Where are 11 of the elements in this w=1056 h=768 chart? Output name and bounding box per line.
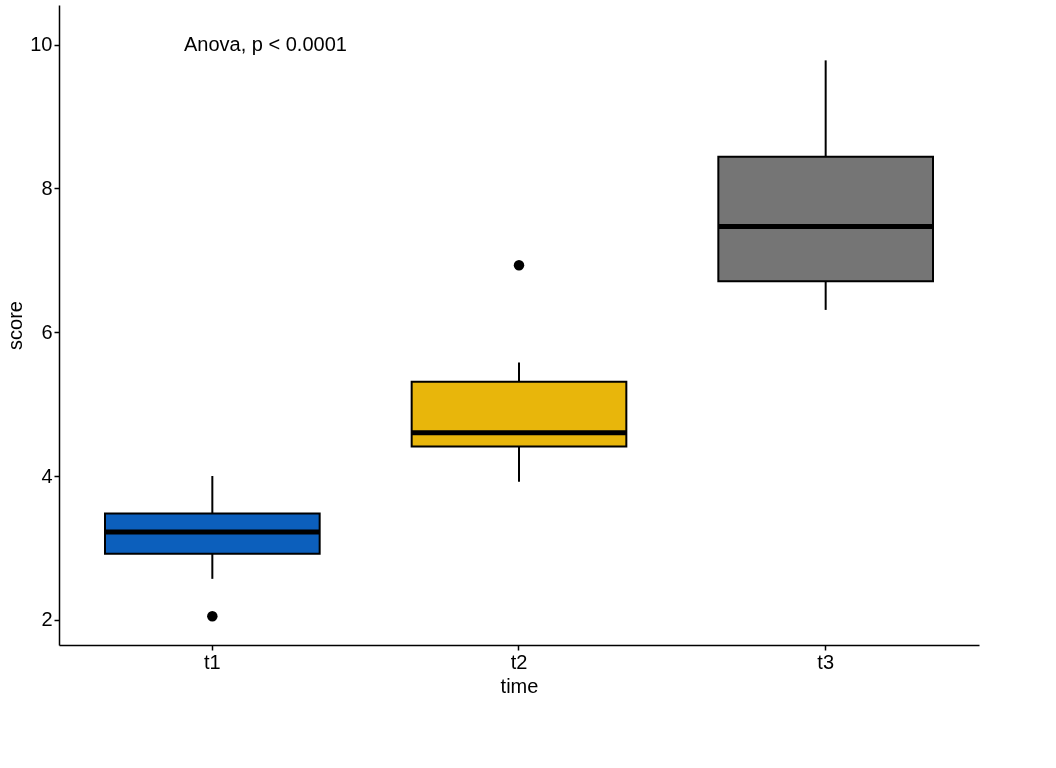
y-tick-label: 2 (41, 608, 53, 631)
x-tick-label: t1 (203, 650, 221, 673)
y-tick-label: 10 (30, 33, 53, 56)
x-axis-title: time (500, 674, 539, 697)
annotation: Anova, p < 0.0001 (184, 33, 347, 55)
x-tick-label: t2 (510, 650, 528, 673)
y-axis-title: score (4, 301, 27, 350)
y-tick-label: 6 (41, 320, 53, 343)
y-tick-label: 8 (41, 176, 53, 199)
y-tick-label: 4 (41, 464, 53, 487)
x-tick-label: t3 (817, 650, 835, 673)
